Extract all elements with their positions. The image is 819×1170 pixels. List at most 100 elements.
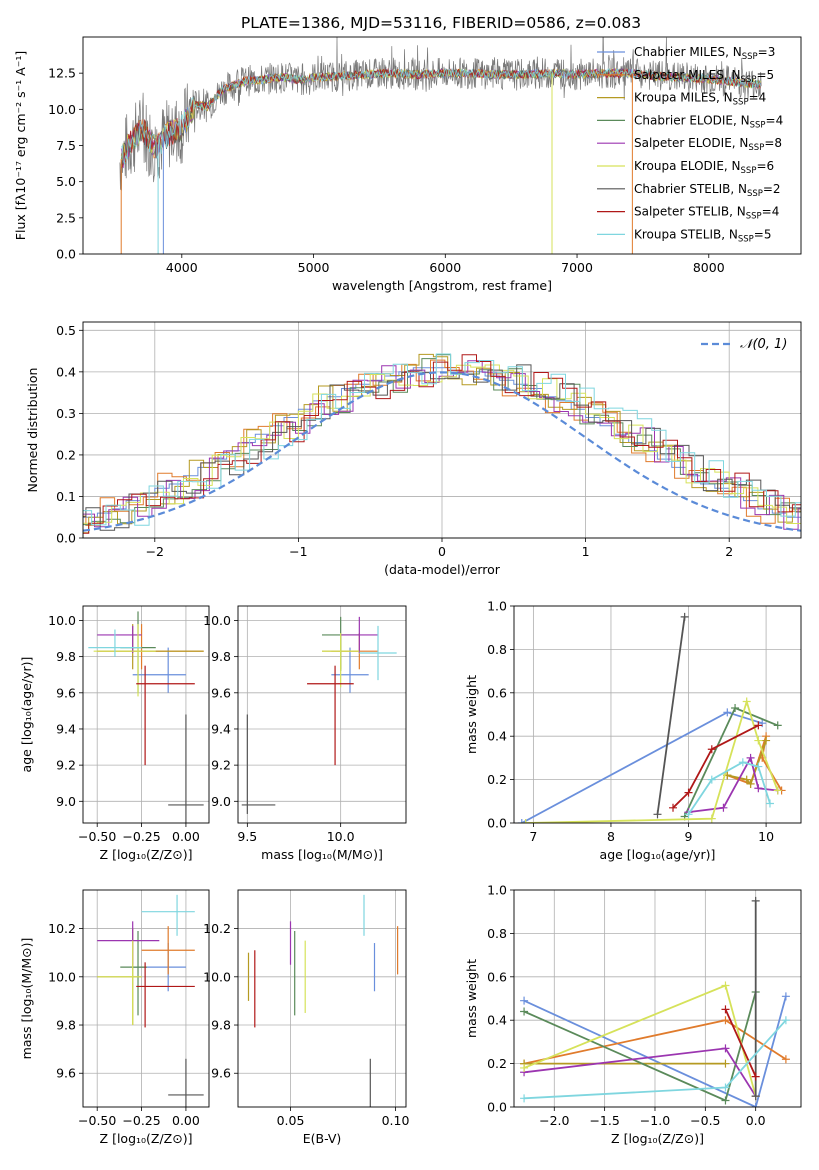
x-tick-label: −0.25 bbox=[122, 829, 160, 844]
x-tick-label: −0.5 bbox=[690, 1113, 720, 1128]
legend-suffix: =4 bbox=[762, 205, 780, 219]
y-tick-label: 9.8 bbox=[211, 1018, 231, 1033]
x-axis-label: wavelength [Angstrom, rest frame] bbox=[332, 278, 552, 293]
y-tick-label: 9.4 bbox=[211, 721, 231, 736]
legend-entry: Kroupa ELODIE, NSSP=6 bbox=[634, 159, 774, 176]
age_vs_Z-points bbox=[88, 611, 204, 823]
y-tick-label: 0.0 bbox=[56, 531, 76, 546]
y-tick-label: 0.0 bbox=[56, 247, 76, 262]
legend-subscript: SSP bbox=[741, 166, 757, 176]
weight-marker bbox=[721, 1044, 730, 1053]
histogram-step-line bbox=[83, 364, 801, 531]
weight-marker bbox=[751, 1072, 760, 1081]
y-axis-label: Flux [fλ10⁻¹⁷ erg cm⁻² s⁻¹ A⁻¹] bbox=[13, 51, 28, 240]
weight_vs_age-lines bbox=[517, 612, 786, 823]
histogram-step-line bbox=[83, 364, 801, 538]
weight-marker bbox=[781, 1055, 790, 1064]
x-tick-label: 7 bbox=[529, 829, 537, 844]
y-axis-label: age [log₁₀(age/yr)] bbox=[19, 657, 34, 773]
legend-suffix: =5 bbox=[754, 227, 772, 241]
weight-marker bbox=[754, 721, 763, 730]
y-tick-label: 9.6 bbox=[56, 1066, 76, 1081]
weight-marker bbox=[723, 708, 732, 717]
x-tick-label: 9.5 bbox=[237, 829, 257, 844]
weight-marker bbox=[731, 703, 740, 712]
weight-marker bbox=[684, 788, 693, 797]
age_vs_Z-axes: −0.50 −0.25 0.00 9.0 9.2 9.4 9.6 9.8 10.0 Z [log₁… bbox=[19, 606, 209, 862]
spectrum-legend: Chabrier MILES, NSSP=3 Salpeter MILES, NS… bbox=[597, 45, 783, 244]
x-tick-label: −1.0 bbox=[640, 1113, 670, 1128]
legend-entry: Chabrier ELODIE, NSSP=4 bbox=[634, 113, 783, 130]
x-tick-label: −0.50 bbox=[78, 829, 116, 844]
weight-marker bbox=[721, 1016, 730, 1025]
x-tick-label: −0.50 bbox=[78, 1113, 116, 1128]
weight-series-line bbox=[523, 984, 757, 1097]
y-tick-label: 9.8 bbox=[56, 649, 76, 664]
x-axis-label: age [log₁₀(age/yr)] bbox=[600, 847, 716, 862]
x-tick-label: 0.00 bbox=[172, 1113, 200, 1128]
weight-marker bbox=[520, 1094, 529, 1103]
weight-marker bbox=[754, 762, 763, 771]
x-axis-label: (data-model)/error bbox=[384, 562, 501, 577]
mass_vs_EBV-points bbox=[247, 894, 399, 1107]
y-tick-label: 0.8 bbox=[487, 642, 507, 657]
age_vs_mass-axes: 9.5 10.0 9.0 9.2 9.4 9.6 9.8 10.0 mass [log₁₀(M/… bbox=[203, 606, 406, 862]
y-tick-label: 10.2 bbox=[48, 921, 76, 936]
x-axis-label: mass [log₁₀(M/M⊙)] bbox=[261, 847, 383, 862]
y-tick-label: 0.5 bbox=[56, 323, 76, 338]
y-tick-label: 9.6 bbox=[56, 685, 76, 700]
y-tick-label: 0.3 bbox=[56, 406, 76, 421]
legend-subscript: SSP bbox=[738, 234, 754, 244]
y-tick-label: 9.8 bbox=[211, 649, 231, 664]
x-axis-label: E(B-V) bbox=[303, 1131, 342, 1146]
x-tick-label: 9 bbox=[685, 829, 693, 844]
histogram-step-line bbox=[83, 354, 801, 534]
age_vs_Z-frame bbox=[82, 605, 210, 824]
x-tick-label: 8000 bbox=[693, 260, 725, 275]
spectrum-axes: 4000 5000 6000 7000 8000 0.0 2.5 5.0 7.5 10.0 12.5… bbox=[13, 51, 725, 293]
legend-subscript: SSP bbox=[742, 52, 758, 62]
mass_vs_Z-axes: −0.50 −0.25 0.00 9.6 9.8 10.0 10.2 Z [log₁₀(Z/Z… bbox=[19, 890, 209, 1146]
y-axis-label: Normed distribution bbox=[25, 368, 40, 493]
weight-marker bbox=[762, 736, 771, 745]
y-tick-label: 0.2 bbox=[487, 1056, 507, 1071]
residuals-axes: −2 −1 0 1 2 0.0 0.1 0.2 0.3 0.4 0.5 (data-model)/er… bbox=[25, 322, 801, 577]
model-spectrum-line bbox=[120, 67, 762, 169]
y-axis-label: mass weight bbox=[464, 675, 479, 754]
x-tick-label: 0.05 bbox=[277, 1113, 305, 1128]
weight-marker bbox=[719, 803, 728, 812]
weight-marker bbox=[520, 996, 529, 1005]
histogram-step-line bbox=[83, 367, 801, 522]
spectrum-frame bbox=[82, 36, 802, 255]
weight-marker bbox=[751, 1103, 760, 1107]
legend-subscript: SSP bbox=[741, 75, 757, 85]
weight_vs_Z-axes: −2.0 −1.5 −1.0 −0.5 0.0 0.0 0.2 0.4 0.6 0.8 1.0 Z [… bbox=[464, 883, 801, 1146]
x-tick-label: 0.0 bbox=[746, 1113, 766, 1128]
weight_vs_Z-lines bbox=[520, 896, 790, 1107]
mass_vs_Z-frame bbox=[82, 889, 210, 1108]
weight-marker bbox=[754, 736, 763, 745]
residual-legend: 𝒩(0, 1) bbox=[701, 337, 787, 352]
y-tick-label: 0.6 bbox=[487, 685, 507, 700]
weight-marker bbox=[773, 786, 782, 795]
histogram-step-line bbox=[83, 353, 801, 526]
legend-entry: Kroupa STELIB, NSSP=5 bbox=[634, 227, 772, 244]
age_vs_mass-frame bbox=[237, 605, 407, 824]
age_vs_mass-points bbox=[241, 616, 397, 814]
legend-suffix: =6 bbox=[756, 159, 774, 173]
weight-marker bbox=[707, 745, 716, 754]
x-tick-label: 0.10 bbox=[382, 1113, 410, 1128]
y-tick-label: 9.2 bbox=[211, 758, 231, 773]
mass_vs_Z-points bbox=[97, 894, 204, 1107]
weight-marker bbox=[721, 981, 730, 990]
x-tick-label: −1.5 bbox=[589, 1113, 619, 1128]
y-tick-label: 10.0 bbox=[203, 969, 231, 984]
x-tick-label: 0.00 bbox=[172, 829, 200, 844]
mass_vs_EBV-axes: 0.05 0.10 9.6 9.8 10.0 10.2 E(B-V) bbox=[203, 890, 409, 1146]
weight-marker bbox=[721, 1083, 730, 1092]
legend-suffix: =4 bbox=[766, 113, 784, 127]
y-tick-label: 5.0 bbox=[56, 174, 76, 189]
model-spectrum-line bbox=[120, 67, 762, 165]
x-tick-label: 2 bbox=[725, 544, 733, 559]
